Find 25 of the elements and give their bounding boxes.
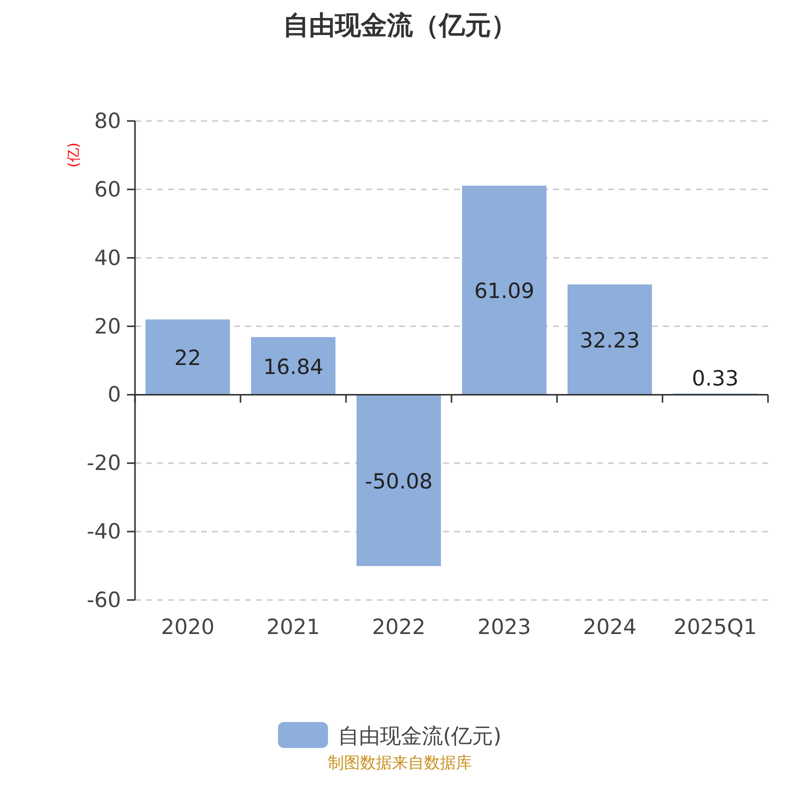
x-tick-label: 2021 [266, 615, 320, 639]
y-tick-label: -60 [86, 588, 121, 612]
y-tick-label: 60 [94, 177, 121, 202]
text: 制图数据来自数据库 [328, 753, 472, 772]
y-tick-label: -40 [86, 520, 121, 544]
legend: 自由现金流(亿元) [278, 722, 502, 748]
data-label: 32.23 [580, 328, 640, 353]
data-label: -50.08 [364, 469, 433, 494]
x-tick-label: 2024 [583, 615, 636, 639]
chart-title: 自由现金流（亿元） [283, 11, 517, 41]
data-label: 16.84 [263, 354, 324, 379]
data-label: 22 [174, 346, 202, 370]
data-label: 61.09 [474, 279, 534, 304]
y-tick-label: -20 [86, 451, 121, 476]
x-tick-label: 2023 [478, 615, 531, 639]
data-label: 0.33 [692, 366, 739, 391]
y-tick-label: 40 [94, 246, 121, 270]
x-tick-label: 2022 [372, 615, 426, 639]
y-tick-label: 20 [94, 314, 121, 338]
x-tick-label: 2020 [161, 615, 214, 639]
y-axis-title: (亿) [66, 142, 82, 168]
y-tick-label: 0 [108, 382, 121, 407]
y-tick-label: 80 [94, 109, 121, 133]
legend-label: 自由现金流(亿元) [338, 724, 502, 748]
x-tick-label: 2025Q1 [674, 615, 757, 639]
